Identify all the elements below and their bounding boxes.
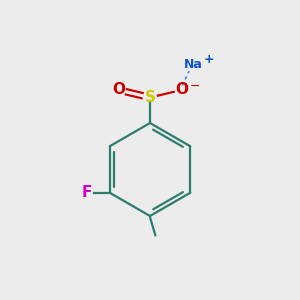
Text: F: F <box>82 185 92 200</box>
Text: S: S <box>145 90 155 105</box>
Text: O: O <box>112 82 125 98</box>
Text: +: + <box>204 52 215 66</box>
Text: −: − <box>190 80 200 93</box>
Text: O: O <box>175 82 188 98</box>
Text: Na: Na <box>184 58 203 71</box>
